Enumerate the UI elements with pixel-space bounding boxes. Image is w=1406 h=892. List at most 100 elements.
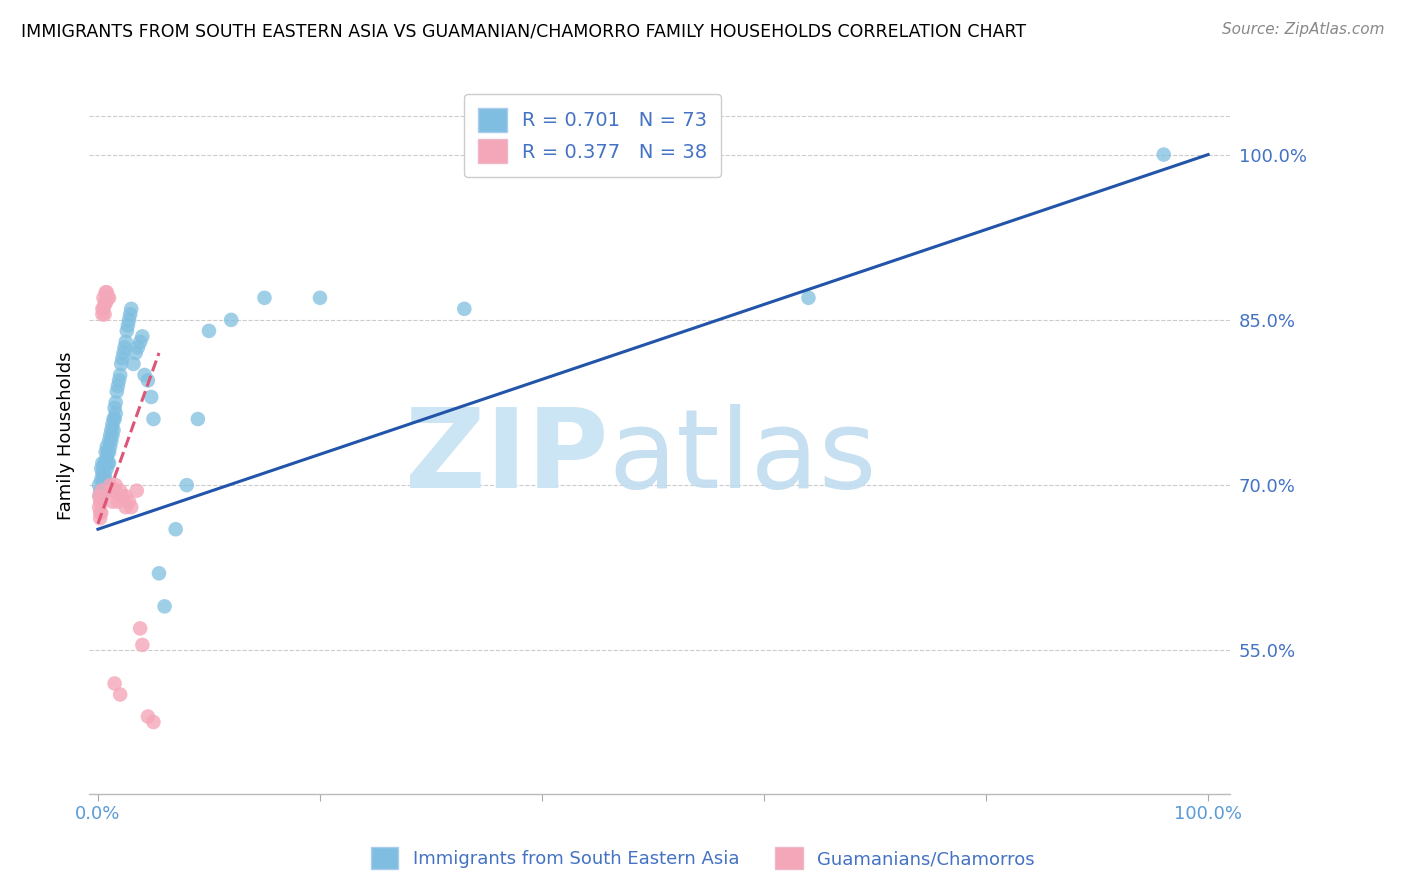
Point <box>87 500 110 515</box>
Point <box>89 494 111 508</box>
Point <box>105 384 128 399</box>
Point <box>101 417 124 432</box>
Point <box>125 346 148 360</box>
Point <box>104 407 127 421</box>
Point <box>131 638 153 652</box>
Point <box>96 450 118 465</box>
Point <box>187 412 209 426</box>
Point <box>114 489 136 503</box>
Point <box>114 500 136 515</box>
Text: IMMIGRANTS FROM SOUTH EASTERN ASIA VS GUAMANIAN/CHAMORRO FAMILY HOUSEHOLDS CORRE: IMMIGRANTS FROM SOUTH EASTERN ASIA VS GU… <box>21 22 1026 40</box>
Point <box>309 291 332 305</box>
Point <box>96 440 118 454</box>
Point <box>90 494 112 508</box>
Point <box>91 456 114 470</box>
Point <box>136 709 159 723</box>
Point <box>90 506 112 520</box>
Point <box>89 483 111 498</box>
Point <box>108 688 131 702</box>
Point <box>93 478 115 492</box>
Point <box>103 423 125 437</box>
Point <box>101 428 124 442</box>
Point <box>111 489 134 503</box>
Point <box>107 379 129 393</box>
Point <box>90 473 112 487</box>
Point <box>98 291 121 305</box>
Point <box>98 440 121 454</box>
Point <box>93 467 115 482</box>
Point <box>142 412 165 426</box>
Point <box>97 456 120 470</box>
Point <box>120 301 142 316</box>
Point <box>90 461 112 475</box>
Legend: Immigrants from South Eastern Asia, Guamanians/Chamorros: Immigrants from South Eastern Asia, Guam… <box>363 838 1043 879</box>
Point <box>87 478 110 492</box>
Point <box>103 412 125 426</box>
Point <box>89 511 111 525</box>
Point <box>98 456 121 470</box>
Point <box>96 285 118 300</box>
Point <box>108 368 131 382</box>
Point <box>87 489 110 503</box>
Point <box>90 483 112 498</box>
Point <box>94 456 117 470</box>
Point <box>104 412 127 426</box>
Point <box>129 621 152 635</box>
Point <box>93 461 115 475</box>
Point <box>93 473 115 487</box>
Point <box>97 445 120 459</box>
Point <box>118 494 141 508</box>
Point <box>165 522 187 536</box>
Point <box>141 390 163 404</box>
Y-axis label: Family Households: Family Households <box>58 351 75 520</box>
Point <box>101 494 124 508</box>
Point <box>96 461 118 475</box>
Point <box>91 467 114 482</box>
Point <box>93 291 115 305</box>
Point <box>97 291 120 305</box>
Point <box>104 676 127 690</box>
Point <box>100 483 122 498</box>
Point <box>98 428 121 442</box>
Point <box>797 291 820 305</box>
Point <box>176 478 198 492</box>
Point <box>114 334 136 349</box>
Legend: R = 0.701   N = 73, R = 0.377   N = 38: R = 0.701 N = 73, R = 0.377 N = 38 <box>464 95 721 177</box>
Point <box>98 445 121 459</box>
Point <box>136 374 159 388</box>
Text: atlas: atlas <box>609 403 877 510</box>
Point <box>127 340 149 354</box>
Point <box>93 301 115 316</box>
Point <box>93 296 115 310</box>
Point <box>131 329 153 343</box>
Point <box>118 313 141 327</box>
Point <box>100 423 122 437</box>
Point <box>120 307 142 321</box>
Point <box>110 357 132 371</box>
Point <box>91 307 114 321</box>
Point <box>125 483 148 498</box>
Point <box>94 285 117 300</box>
Point <box>134 368 156 382</box>
Point <box>98 478 121 492</box>
Point <box>148 566 170 581</box>
Point <box>112 346 135 360</box>
Point <box>94 473 117 487</box>
Point <box>115 324 138 338</box>
Point <box>90 483 112 498</box>
Point <box>104 483 127 498</box>
Point <box>89 506 111 520</box>
Point <box>129 334 152 349</box>
Point <box>108 483 131 498</box>
Point <box>142 714 165 729</box>
Point <box>114 340 136 354</box>
Text: ZIP: ZIP <box>405 403 609 510</box>
Point <box>93 483 115 498</box>
Point <box>122 357 145 371</box>
Point <box>94 445 117 459</box>
Point <box>1153 147 1175 161</box>
Point <box>93 307 115 321</box>
Point <box>111 351 134 366</box>
Point <box>93 456 115 470</box>
Point <box>89 489 111 503</box>
